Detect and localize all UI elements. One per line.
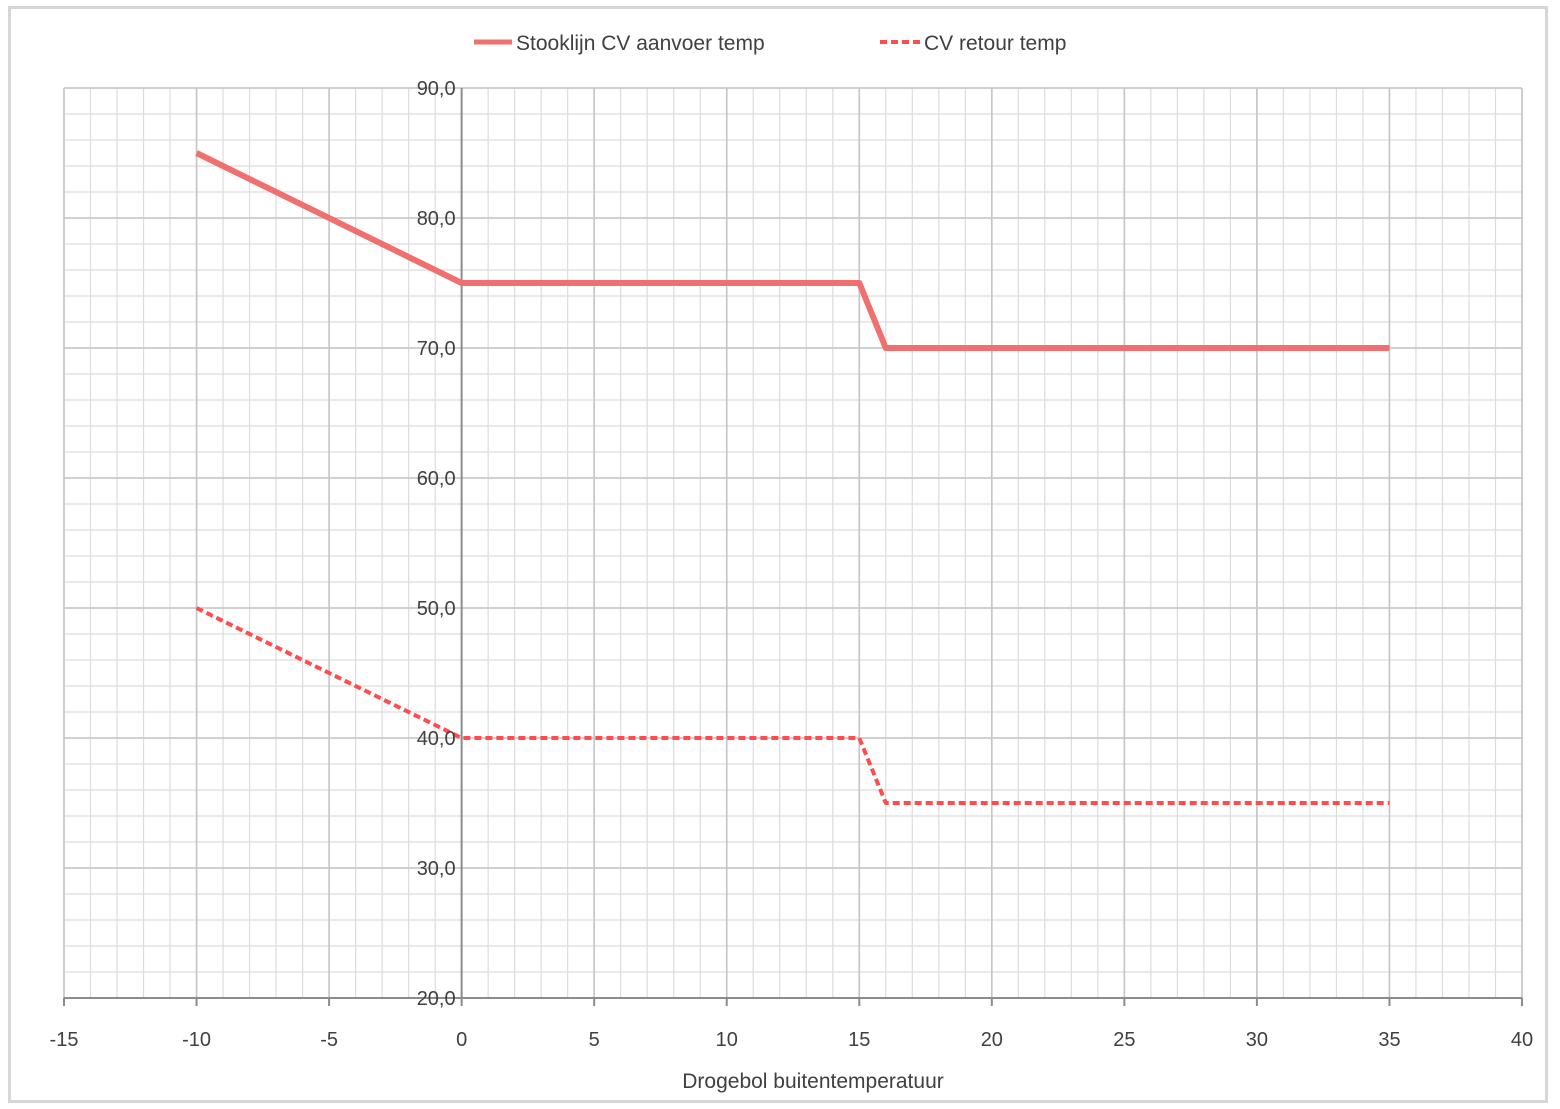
y-tick-labels: 20,0 30,0 40,0 50,0 60,0 70,0 80,0 90,0 <box>417 78 456 1010</box>
legend-label-retour: CV retour temp <box>924 32 1066 55</box>
legend: Stooklijn CV aanvoer temp CV retour temp <box>474 32 1066 55</box>
y-tick-label: 50,0 <box>417 598 456 620</box>
y-tick-label: 90,0 <box>417 78 456 100</box>
legend-label-aanvoer: Stooklijn CV aanvoer temp <box>516 32 765 55</box>
major-gridlines <box>63 87 1523 999</box>
x-tick-label: 0 <box>456 1029 467 1051</box>
x-tick-label: 30 <box>1246 1029 1268 1051</box>
x-tick-label: 5 <box>589 1029 600 1051</box>
y-tick-label: 30,0 <box>417 858 456 880</box>
series-line-retour <box>195 606 1390 805</box>
x-tick-label: 15 <box>848 1029 870 1051</box>
x-tick-label: 35 <box>1378 1029 1400 1051</box>
series-line-aanvoer <box>195 150 1390 351</box>
x-tick-label: 20 <box>981 1029 1003 1051</box>
x-axis-title: Drogebol buitentemperatuur <box>682 1070 944 1093</box>
y-tick-label: 20,0 <box>417 988 456 1010</box>
y-tick-label: 40,0 <box>417 728 456 750</box>
axes <box>63 88 1523 1006</box>
y-tick-label: 80,0 <box>417 208 456 230</box>
x-tick-label: 25 <box>1113 1029 1135 1051</box>
minor-gridlines <box>63 87 1523 999</box>
x-tick-label: -15 <box>50 1029 79 1051</box>
series-layer <box>195 150 1390 805</box>
y-tick-label: 60,0 <box>417 468 456 490</box>
x-tick-label: 10 <box>716 1029 738 1051</box>
x-tick-label: -5 <box>320 1029 338 1051</box>
y-tick-label: 70,0 <box>417 338 456 360</box>
x-tick-labels: -15 -10 -5 0 5 10 15 20 25 30 35 40 <box>50 1029 1534 1051</box>
x-tick-label: 40 <box>1511 1029 1533 1051</box>
x-tick-label: -10 <box>182 1029 211 1051</box>
